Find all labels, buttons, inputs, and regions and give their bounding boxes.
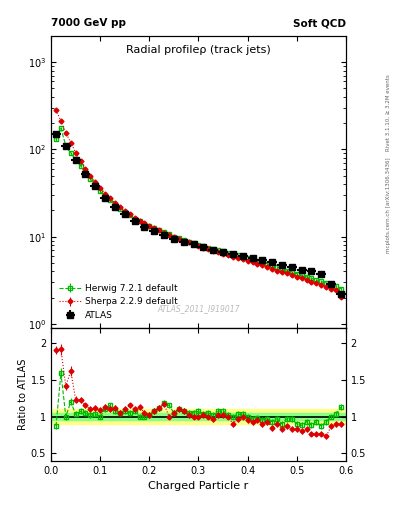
Text: 7000 GeV pp: 7000 GeV pp <box>51 18 126 28</box>
Text: Soft QCD: Soft QCD <box>293 18 346 28</box>
X-axis label: Charged Particle r: Charged Particle r <box>148 481 249 491</box>
Text: mcplots.cern.ch [arXiv:1306.3436]: mcplots.cern.ch [arXiv:1306.3436] <box>386 157 391 252</box>
Y-axis label: Ratio to ATLAS: Ratio to ATLAS <box>18 359 28 430</box>
Text: ATLAS_2011_I919017: ATLAS_2011_I919017 <box>157 305 240 313</box>
Legend: Herwig 7.2.1 default, Sherpa 2.2.9 default, ATLAS: Herwig 7.2.1 default, Sherpa 2.2.9 defau… <box>55 280 182 324</box>
Bar <box>51 409 346 424</box>
Text: Rivet 3.1.10, ≥ 3.2M events: Rivet 3.1.10, ≥ 3.2M events <box>386 74 391 151</box>
Text: Radial profileρ (track jets): Radial profileρ (track jets) <box>126 45 271 55</box>
Bar <box>51 413 346 420</box>
